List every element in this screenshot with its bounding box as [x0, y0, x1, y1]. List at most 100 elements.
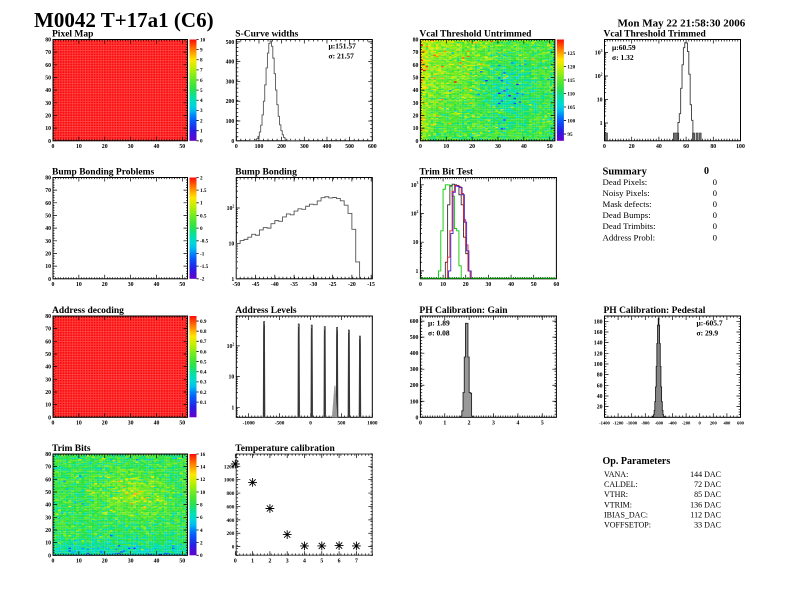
- svg-text:2: 2: [200, 175, 203, 181]
- svg-text:-600: -600: [655, 420, 664, 425]
- svg-text:0: 0: [704, 166, 709, 177]
- svg-text:70: 70: [413, 50, 419, 56]
- svg-text:50: 50: [179, 420, 185, 426]
- svg-text:160: 160: [594, 330, 603, 336]
- svg-text:1200: 1200: [224, 464, 235, 470]
- svg-text:-35: -35: [290, 282, 298, 288]
- svg-text:Noisy Pixels:: Noisy Pixels:: [603, 188, 650, 198]
- svg-text:40: 40: [597, 394, 603, 400]
- svg-text:6: 6: [200, 515, 203, 521]
- svg-text:40: 40: [154, 144, 160, 150]
- svg-text:20: 20: [463, 282, 469, 288]
- svg-text:S-Curve widths: S-Curve widths: [235, 29, 298, 39]
- svg-text:103: 103: [411, 181, 419, 189]
- svg-text:100: 100: [736, 144, 745, 150]
- svg-text:20: 20: [413, 114, 419, 120]
- svg-text:-2: -2: [200, 277, 205, 283]
- svg-text:9: 9: [200, 47, 203, 53]
- svg-text:600: 600: [227, 505, 235, 511]
- svg-text:20: 20: [102, 558, 108, 564]
- svg-text:-1200: -1200: [613, 420, 624, 425]
- svg-text:-45: -45: [252, 282, 260, 288]
- svg-text:400: 400: [410, 351, 419, 357]
- svg-text:0.2: 0.2: [200, 390, 207, 396]
- svg-text:40: 40: [45, 226, 51, 232]
- svg-text:120: 120: [594, 351, 603, 357]
- svg-text:60: 60: [45, 477, 51, 483]
- svg-text:-200: -200: [682, 420, 691, 425]
- svg-text:-1.5: -1.5: [200, 264, 209, 270]
- svg-text:10: 10: [229, 241, 235, 247]
- svg-text:30: 30: [128, 420, 134, 426]
- svg-text:200: 200: [227, 531, 235, 537]
- svg-text:-25: -25: [329, 282, 337, 288]
- svg-text:2: 2: [268, 558, 271, 564]
- svg-text:0.7: 0.7: [200, 339, 207, 345]
- svg-text:103: 103: [595, 49, 603, 57]
- svg-text:σ: 0.08: σ: 0.08: [428, 329, 450, 338]
- svg-text:PH Calibration: Gain: PH Calibration: Gain: [419, 306, 508, 316]
- svg-text:60: 60: [597, 383, 603, 389]
- svg-text:72 DAC: 72 DAC: [694, 480, 721, 489]
- svg-text:105: 105: [567, 105, 575, 111]
- svg-text:Trim Bits: Trim Bits: [52, 444, 91, 454]
- svg-text:IBIAS_DAC:: IBIAS_DAC:: [604, 510, 648, 519]
- svg-text:600: 600: [368, 144, 377, 150]
- svg-text:0: 0: [235, 144, 238, 150]
- svg-text:50: 50: [413, 76, 419, 82]
- svg-text:10: 10: [76, 144, 82, 150]
- svg-text:0.6: 0.6: [200, 349, 207, 355]
- svg-text:4: 4: [516, 420, 519, 426]
- svg-text:4: 4: [303, 558, 306, 564]
- svg-text:60: 60: [45, 339, 51, 345]
- svg-text:30: 30: [45, 377, 51, 383]
- svg-text:50: 50: [45, 76, 51, 82]
- svg-text:0: 0: [415, 415, 418, 421]
- svg-text:0: 0: [603, 144, 606, 150]
- svg-text:Summary: Summary: [603, 166, 648, 177]
- svg-text:110: 110: [567, 91, 575, 97]
- svg-text:400: 400: [226, 60, 235, 66]
- svg-text:0: 0: [48, 139, 51, 145]
- svg-text:100: 100: [567, 118, 575, 124]
- svg-text:7: 7: [200, 68, 203, 74]
- svg-text:10: 10: [45, 541, 51, 547]
- svg-text:Address Levels: Address Levels: [235, 306, 297, 316]
- svg-text:-1400: -1400: [599, 420, 610, 425]
- svg-text:500: 500: [345, 144, 354, 150]
- svg-text:0: 0: [232, 545, 235, 551]
- svg-text:10: 10: [45, 126, 51, 132]
- svg-text:3: 3: [492, 420, 495, 426]
- svg-text:1: 1: [200, 201, 203, 207]
- svg-text:30: 30: [486, 282, 492, 288]
- svg-text:80: 80: [45, 314, 51, 320]
- svg-text:10: 10: [597, 98, 603, 104]
- svg-text:10: 10: [45, 264, 51, 270]
- svg-text:60: 60: [45, 63, 51, 69]
- svg-text:0: 0: [699, 420, 702, 425]
- svg-text:Address decoding: Address decoding: [52, 306, 124, 316]
- svg-text:50: 50: [45, 352, 51, 358]
- svg-text:70: 70: [45, 188, 51, 194]
- svg-text:CALDEL:: CALDEL:: [604, 480, 638, 489]
- svg-text:1: 1: [231, 277, 234, 283]
- svg-text:136 DAC: 136 DAC: [690, 500, 721, 509]
- svg-text:80: 80: [413, 38, 419, 44]
- svg-text:16: 16: [200, 452, 206, 458]
- svg-text:Mask defects:: Mask defects:: [603, 199, 652, 209]
- svg-text:5: 5: [320, 558, 323, 564]
- svg-text:-1000: -1000: [243, 420, 256, 426]
- svg-text:30: 30: [128, 282, 134, 288]
- svg-text:600: 600: [410, 319, 419, 325]
- svg-text:50: 50: [547, 144, 553, 150]
- svg-text:PH Calibration: Pedestal: PH Calibration: Pedestal: [604, 306, 706, 316]
- svg-text:0.3: 0.3: [200, 380, 207, 386]
- svg-text:Vcal Threshold Untrimmed: Vcal Threshold Untrimmed: [419, 29, 532, 39]
- svg-text:500: 500: [338, 420, 346, 426]
- svg-text:0: 0: [713, 210, 718, 220]
- svg-text:10: 10: [229, 375, 235, 381]
- svg-text:0: 0: [713, 177, 718, 187]
- svg-text:115: 115: [567, 78, 575, 84]
- svg-text:140: 140: [594, 341, 603, 347]
- svg-text:20: 20: [45, 390, 51, 396]
